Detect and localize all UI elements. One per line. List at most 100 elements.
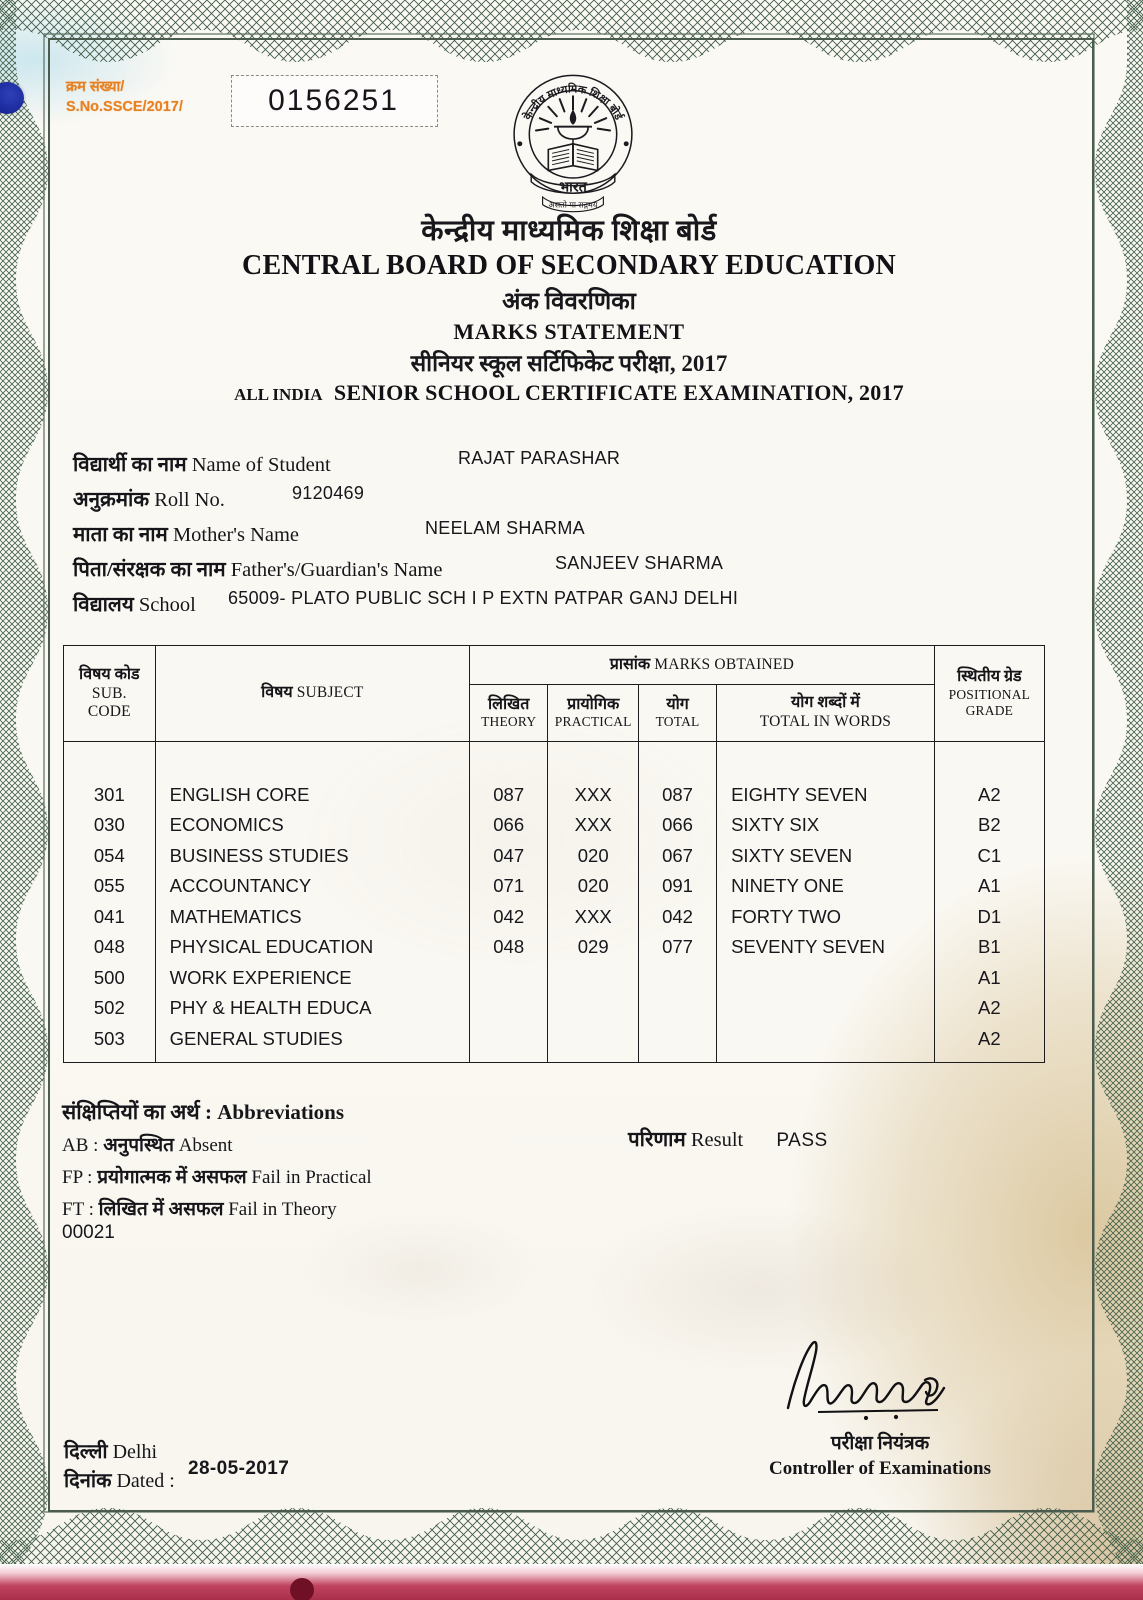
scanner-edge-strip xyxy=(0,1564,1143,1600)
abbreviations-title: संक्षिप्तियों का अर्थ : Abbreviations xyxy=(62,1100,345,1124)
table-row: 020 xyxy=(577,875,609,897)
document-type-english: MARKS STATEMENT xyxy=(453,318,685,344)
mother-name-label: माता का नाम Mother's Name xyxy=(73,524,300,546)
table-row: 066 xyxy=(662,814,693,836)
table-row xyxy=(548,963,638,994)
words-list: EIGHTY SEVEN SIXTY SIX SIXTY SEVEN NINETY O… xyxy=(717,750,934,1055)
board-name-hindi: केन्द्रीय माध्यमिक शिक्षा बोर्ड xyxy=(421,215,717,247)
table-row: SEVENTY SEVEN xyxy=(731,936,885,958)
header-practical: प्रायोगिक PRACTICAL xyxy=(547,684,640,742)
father-name-value: SANJEEV SHARMA xyxy=(555,553,724,573)
exam-name-english: ALL INDIA SENIOR SCHOOL CERTIFICATE EXAM… xyxy=(48,378,1090,408)
exam-name-english-text: SENIOR SCHOOL CERTIFICATE EXAMINATION, 2… xyxy=(333,379,904,405)
table-row: 042 xyxy=(493,905,525,927)
table-row: A2 xyxy=(978,783,1001,805)
abbreviations-list: AB : अनुपस्थित Absent FP : प्रयोगात्मक मे… xyxy=(62,1134,532,1221)
table-row: 503 xyxy=(93,1027,125,1049)
table-row: GENERAL STUDIES xyxy=(169,1027,343,1049)
place-row: दिल्ली Delhi xyxy=(64,1441,157,1463)
header-subject: विषय SUBJECT xyxy=(154,645,471,742)
table-row xyxy=(731,963,934,994)
table-row: 066 xyxy=(493,814,525,836)
header-marks-obtained-group: प्रासांक MARKS OBTAINED xyxy=(469,645,935,685)
table-row: 042 xyxy=(662,905,693,927)
header-positional-grade: स्थितीय ग्रेड POSITIONAL GRADE xyxy=(933,645,1046,742)
header-sub-code: विषय कोड SUB. CODE xyxy=(63,645,156,742)
roll-number-value: 9120469 xyxy=(292,483,365,503)
table-row: SIXTY SEVEN xyxy=(731,844,853,866)
table-row: PHYSICAL EDUCATION xyxy=(169,936,374,958)
table-row: BUSINESS STUDIES xyxy=(169,844,349,866)
table-row: 087 xyxy=(662,783,693,805)
table-row: ACCOUNTANCY xyxy=(169,875,312,897)
header-total: योग TOTAL xyxy=(638,684,718,742)
table-row: 301 xyxy=(93,783,125,805)
table-row: 047 xyxy=(493,844,525,866)
table-row: 067 xyxy=(662,844,693,866)
cell-sub-codes: 301 030 054 055 041 048 500 502 503 xyxy=(63,741,156,1063)
table-row: A2 xyxy=(978,997,1001,1019)
table-row xyxy=(639,963,716,994)
exam-scope-label: ALL INDIA xyxy=(234,384,323,404)
table-row: 020 xyxy=(577,844,609,866)
cell-subjects: ENGLISH CORE ECONOMICS BUSINESS STUDIES ACC… xyxy=(154,741,471,1063)
table-row: 091 xyxy=(662,875,693,897)
table-row: D1 xyxy=(977,905,1002,927)
cell-total-marks: 087 066 067 091 042 077 xyxy=(638,741,718,1063)
blue-ink-mark xyxy=(0,82,24,114)
svg-text:असतो मा सद्गमय: असतो मा सद्गमय xyxy=(549,199,598,209)
handwritten-signature-icon xyxy=(786,1340,946,1421)
student-name-row: विद्यार्थी का नाम Name of Student RAJAT … xyxy=(73,448,1073,485)
serial-number-value: 0156251 xyxy=(268,84,399,117)
cbse-emblem-icon: केन्द्रीय माध्यमिक शिक्षा बोर्ड xyxy=(513,74,633,213)
table-row xyxy=(470,993,547,1024)
grade-list: A2 B2 C1 A1 D1 B1 A1 A2 A2 xyxy=(935,750,1044,1055)
result-field: परिणाम Result PASS xyxy=(628,1125,828,1153)
serial-label-english: S.No.SSCE/2017/ xyxy=(66,98,183,115)
authority-hindi: परीक्षा नियंत्रक xyxy=(830,1433,930,1454)
table-row: B1 xyxy=(978,936,1001,958)
serial-number-box xyxy=(231,75,438,127)
marks-table-group-header-row: विषय कोड SUB. CODE विषय SUBJECT प्रासांक… xyxy=(63,645,1046,742)
abbreviation-item: FT : लिखित में असफल Fail in Theory xyxy=(62,1198,337,1220)
table-row: ENGLISH CORE xyxy=(169,783,310,805)
abbreviation-item: FP : प्रयोगात्मक में असफल Fail in Practi… xyxy=(62,1166,372,1188)
serial-number-label: क्रम संख्या/ S.No.SSCE/2017/ xyxy=(66,78,246,117)
table-row: 071 xyxy=(493,875,525,897)
mother-name-value: NEELAM SHARMA xyxy=(425,518,585,538)
document-title-block: केन्द्रीय माध्यमिक शिक्षा बोर्ड CENTRAL … xyxy=(48,215,1090,408)
table-row: 055 xyxy=(93,875,125,897)
table-row: 048 xyxy=(493,936,525,958)
table-row: 502 xyxy=(93,997,125,1019)
header-total-in-words: योग शब्दों में TOTAL IN WORDS xyxy=(716,684,935,742)
student-details: विद्यार्थी का नाम Name of Student RAJAT … xyxy=(73,448,1073,625)
table-row: PHY & HEALTH EDUCA xyxy=(169,997,372,1019)
table-row: 077 xyxy=(662,936,693,958)
school-label: विद्यालय School xyxy=(73,594,196,616)
table-row: A1 xyxy=(978,966,1001,988)
mother-name-row: माता का नाम Mother's Name NEELAM SHARMA xyxy=(73,518,1073,555)
date-row: दिनांक Dated : xyxy=(64,1470,175,1492)
table-row xyxy=(470,1024,547,1055)
roll-number-row: अनुक्रमांक Roll No. 9120469 xyxy=(73,483,1073,520)
table-row xyxy=(639,993,716,1024)
cell-total-in-words: EIGHTY SEVEN SIXTY SIX SIXTY SEVEN NINETY O… xyxy=(716,741,935,1063)
sub-code-list: 301 030 054 055 041 048 500 502 503 xyxy=(64,750,155,1055)
board-name-english: CENTRAL BOARD OF SECONDARY EDUCATION xyxy=(242,250,896,282)
table-row: XXX xyxy=(574,814,612,836)
total-list: 087 066 067 091 042 077 xyxy=(639,750,716,1055)
table-row: 500 xyxy=(93,966,125,988)
abbreviation-item: AB : अनुपस्थित Absent xyxy=(62,1135,233,1156)
table-row: B2 xyxy=(978,814,1001,836)
table-row xyxy=(731,1024,934,1055)
table-row: C1 xyxy=(977,844,1002,866)
date-value: 28-05-2017 xyxy=(188,1458,290,1479)
student-name-value: RAJAT PARASHAR xyxy=(458,448,621,468)
document-type-hindi: अंक विवरणिका xyxy=(502,288,636,315)
table-row: 048 xyxy=(93,936,125,958)
table-row: NINETY ONE xyxy=(731,875,844,897)
table-row: A2 xyxy=(978,1027,1001,1049)
result-label-english: Result xyxy=(690,1129,744,1151)
theory-list: 087 066 047 071 042 048 xyxy=(470,750,547,1055)
table-row: WORK EXPERIENCE xyxy=(169,966,352,988)
